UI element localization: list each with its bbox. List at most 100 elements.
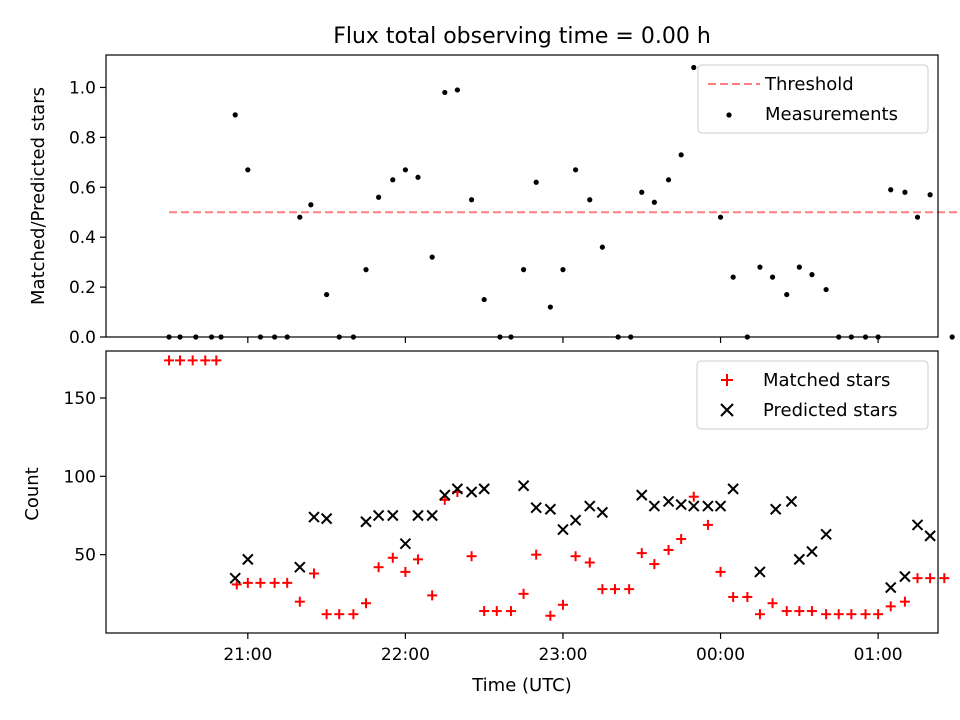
predicted-star-marker	[911, 519, 924, 531]
matched-star-marker	[794, 606, 805, 617]
predicted-star-marker	[596, 506, 609, 519]
matched-star-marker	[518, 588, 529, 599]
x-stroke-b	[360, 516, 372, 528]
measurement-point	[678, 152, 684, 158]
matched-star-marker	[688, 491, 699, 502]
top-legend: Threshold Measurements	[697, 64, 929, 134]
matched-star-marker	[702, 519, 713, 530]
matched-star-marker	[885, 601, 896, 612]
x-tick-label: 00:00	[696, 645, 745, 665]
y-tick-label: 100	[64, 467, 96, 487]
matched-star-marker	[912, 573, 923, 584]
legend-matched-label: Matched stars	[763, 370, 890, 391]
y-tick-label: 150	[64, 389, 96, 409]
bottom-axes-frame	[105, 350, 939, 634]
x-stroke-b	[584, 500, 596, 512]
x-tick-label: 21:00	[223, 645, 272, 665]
predicted-star-marker	[769, 503, 782, 515]
predicted-star-marker	[412, 509, 424, 522]
top-y-axis: 0.0 0.2 0.4 0.6 0.8 1.0	[69, 78, 106, 348]
matched-star-marker	[821, 609, 832, 620]
x-stroke-b	[662, 495, 675, 508]
measurement-point	[784, 291, 790, 298]
y-tick-label: 0.8	[69, 128, 96, 148]
measurement-point	[927, 192, 933, 198]
x-stroke-b	[793, 553, 806, 566]
measurement-point	[481, 296, 487, 303]
x-stroke-b	[636, 489, 648, 501]
measurement-point	[796, 264, 802, 270]
matched-star-marker	[348, 609, 359, 620]
x-stroke-b	[754, 566, 766, 578]
measurement-point	[324, 291, 330, 298]
matched-star-marker	[175, 355, 186, 366]
top-legend-box	[697, 64, 929, 134]
matched-star-marker	[584, 557, 595, 568]
matched-star-marker	[211, 355, 222, 366]
measurement-point	[587, 197, 593, 203]
x-stroke-b	[648, 500, 661, 512]
predicted-star-marker	[465, 486, 478, 498]
predicted-star-marker	[702, 500, 714, 512]
predicted-star-marker	[360, 516, 372, 528]
matched-star-marker	[806, 606, 817, 617]
measurement-point	[232, 112, 238, 118]
matched-star-marker	[187, 355, 198, 366]
measurement-point	[402, 167, 408, 173]
legend-measurements-swatch	[726, 112, 732, 118]
measurement-point	[914, 214, 921, 220]
matched-star-marker	[545, 610, 556, 621]
measurement-point	[520, 267, 527, 273]
y-tick-label: 0.0	[69, 328, 96, 348]
x-stroke-b	[426, 509, 438, 522]
matched-star-marker	[597, 584, 608, 595]
matched-star-marker	[387, 552, 398, 563]
predicted-star-marker	[544, 503, 557, 515]
x-stroke-b	[727, 483, 739, 495]
predicted-star-marker	[530, 501, 542, 514]
x-stroke-b	[924, 530, 936, 542]
measurement-point	[691, 64, 697, 71]
measurement-point	[442, 89, 448, 96]
matched-star-marker	[294, 596, 305, 607]
matched-star-marker	[649, 559, 660, 570]
matched-star-marker	[609, 584, 620, 595]
matched-star-marker	[636, 548, 647, 559]
x-stroke-b	[372, 509, 385, 522]
matched-star-marker	[860, 609, 871, 620]
top-panel: 0.0 0.2 0.4 0.6 0.8 1.0 Matched/Predicted sta…	[28, 54, 960, 348]
matched-star-marker	[321, 609, 332, 620]
matched-star-marker	[939, 573, 950, 584]
x-stroke-b	[399, 537, 412, 550]
legend-matched-swatch	[721, 374, 733, 386]
predicted-star-marker	[399, 537, 412, 550]
measurement-point	[363, 267, 369, 273]
x-stroke-b	[769, 503, 782, 515]
x-stroke-b	[530, 501, 542, 514]
measurement-point	[533, 179, 539, 185]
matched-star-marker	[479, 606, 490, 617]
y-tick-label: 0.4	[69, 228, 96, 248]
x-stroke-b	[387, 509, 399, 522]
measurement-point	[888, 187, 894, 193]
x-stroke-b	[294, 561, 306, 573]
measurement-point	[809, 272, 815, 278]
matched-star-marker	[676, 534, 687, 544]
predicted-star-marker	[806, 545, 818, 558]
matched-star-marker	[873, 609, 884, 620]
measurement-point	[823, 286, 829, 293]
predicted-star-marker	[229, 572, 241, 584]
measurement-point	[390, 177, 396, 183]
x-stroke-b	[785, 495, 798, 508]
y-tick-label: 1.0	[69, 78, 96, 98]
matched-star-marker	[373, 562, 384, 573]
measurement-point	[547, 304, 553, 310]
matched-star-marker	[361, 598, 371, 609]
measurement-point	[730, 274, 736, 280]
measurement-point	[599, 244, 605, 250]
legend-measurements-label: Measurements	[765, 104, 898, 125]
matched-star-marker	[466, 551, 477, 562]
matched-star-marker	[728, 591, 739, 602]
matched-star-marker	[624, 584, 635, 595]
matched-star-marker	[242, 577, 253, 588]
